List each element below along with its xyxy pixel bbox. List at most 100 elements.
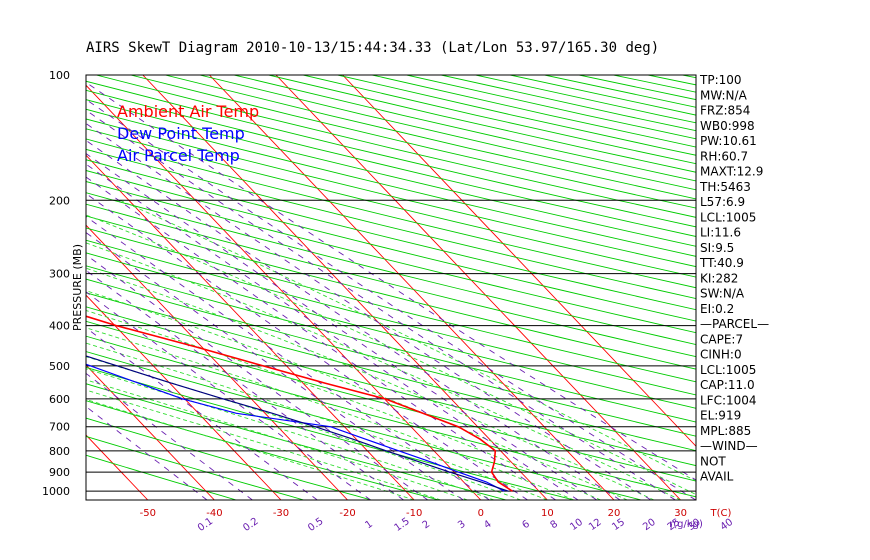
- dry-adiabat-line: [86, 148, 696, 300]
- dry-adiabat-line: [86, 192, 696, 346]
- dry-adiabat-line: [475, 75, 696, 124]
- index-label: L57:6.9: [700, 195, 745, 209]
- dry-adiabat-line: [86, 227, 696, 383]
- index-label: AVAIL: [700, 470, 734, 484]
- pressure-tick-label: 700: [49, 421, 70, 434]
- moist-adiabat-line: [86, 379, 468, 500]
- dry-adiabat-line: [86, 278, 696, 437]
- axes: 1002003004005006007008009001000PRESSURE …: [42, 69, 735, 534]
- dry-adiabat-line: [303, 75, 696, 165]
- y-axis-label: PRESSURE (MB): [71, 244, 84, 331]
- index-label: TH:5463: [699, 180, 751, 194]
- bottom-temp-tick-label: 20: [608, 508, 621, 519]
- dry-adiabat-line: [510, 75, 696, 116]
- mixing-ratio-label: 1: [363, 519, 375, 532]
- mixing-ratio-label: 4: [482, 519, 494, 532]
- moist-adiabat-line: [86, 309, 601, 500]
- series-ambient-air-temp: [86, 315, 513, 492]
- moist-adiabat-line: [119, 199, 696, 482]
- index-label: TT:40.9: [699, 256, 744, 270]
- dry-adiabat-line: [86, 239, 696, 396]
- mixing-ratio-unit-label: r(g/kg): [669, 519, 703, 530]
- bottom-temp-tick-label: 0: [478, 508, 484, 519]
- dry-adiabat-line: [86, 351, 642, 500]
- moist-adiabat-line: [86, 342, 548, 500]
- mixing-ratio-label: 20: [641, 517, 658, 533]
- dry-adiabat-line: [86, 335, 696, 498]
- dry-adiabat-line: [648, 75, 696, 86]
- bottom-temp-tick-label: 10: [541, 508, 554, 519]
- isotherm-line: [0, 75, 15, 500]
- dry-adiabat-line: [86, 118, 696, 268]
- legend-entry: Air Parcel Temp: [117, 146, 240, 165]
- index-label: LCL:1005: [700, 363, 756, 377]
- bottom-temp-tick-label: -10: [406, 508, 422, 519]
- pressure-tick-label: 200: [49, 194, 70, 207]
- legend: Ambient Air Temp Dew Point Temp Air Parcel…: [117, 102, 259, 165]
- plot-area: [0, 75, 696, 500]
- mixing-ratio-line: [86, 176, 556, 500]
- mixing-ratio-label: 6: [520, 519, 532, 532]
- index-label: FRZ:854: [700, 104, 750, 118]
- index-label: CAPE:7: [700, 332, 743, 346]
- dry-adiabat-line: [86, 454, 237, 500]
- isotherm-line: [0, 75, 81, 500]
- dry-adiabat-line: [86, 366, 575, 500]
- series-air-parcel-temp: [86, 355, 509, 492]
- dry-adiabat-line: [199, 75, 696, 191]
- pressure-tick-label: 100: [49, 69, 70, 82]
- isotherm-line: [86, 224, 348, 500]
- dry-adiabat-line: [86, 181, 696, 334]
- mixing-ratio-line: [86, 163, 579, 500]
- index-label: WB0:998: [700, 119, 755, 133]
- mixing-ratio-line: [86, 327, 318, 500]
- mixing-ratio-label: 10: [568, 517, 585, 533]
- dry-adiabat-line: [86, 265, 696, 423]
- mixing-ratio-label: 2: [421, 519, 433, 532]
- pressure-tick-label: 300: [49, 268, 70, 281]
- bottom-temp-tick-label: -30: [273, 508, 289, 519]
- moist-adiabat-line: [86, 356, 521, 500]
- dry-adiabat-line: [86, 159, 696, 311]
- mixing-ratio-line: [86, 254, 429, 500]
- moist-adiabat-line: [86, 399, 415, 500]
- mixing-ratio-line: [86, 405, 208, 500]
- mixing-ratio-label: 3: [456, 519, 468, 532]
- mixing-ratio-label: 8: [549, 519, 561, 532]
- legend-entry: Ambient Air Temp: [117, 102, 259, 121]
- mixing-ratio-label: 0.2: [241, 516, 260, 534]
- dry-adiabat-line: [337, 75, 696, 156]
- index-label: CAP:11.0: [700, 378, 755, 392]
- index-label: MAXT:12.9: [700, 165, 763, 179]
- moist-adiabat-line: [86, 290, 628, 500]
- bottom-temp-tick-label: -40: [206, 508, 222, 519]
- index-label: LI:11.6: [700, 226, 741, 240]
- mixing-ratio-line: [86, 269, 404, 500]
- index-label: KI:282: [700, 271, 738, 285]
- mixing-ratio-label: 0.5: [306, 516, 325, 534]
- pressure-tick-label: 600: [49, 393, 70, 406]
- moist-adiabat-line: [86, 389, 441, 500]
- mixing-ratio-label: 40: [718, 517, 735, 533]
- index-label: MW:N/A: [700, 88, 748, 102]
- dry-adiabat-line: [86, 108, 696, 257]
- index-label: SI:9.5: [700, 241, 734, 255]
- index-label: EL:919: [700, 409, 741, 423]
- mixing-ratio-label: 12: [587, 517, 604, 533]
- mixing-ratio-line: [86, 291, 371, 500]
- mixing-ratio-label: 15: [610, 517, 627, 533]
- mixing-ratio-line: [86, 193, 528, 500]
- chart-title: AIRS SkewT Diagram 2010-10-13/15:44:34.3…: [86, 40, 659, 56]
- index-label: RH:60.7: [700, 149, 748, 163]
- mixing-ratio-line: [86, 122, 652, 500]
- pressure-tick-label: 1000: [42, 485, 70, 498]
- index-label: LFC:1004: [700, 393, 757, 407]
- mixing-ratio-line: [86, 231, 464, 500]
- mixing-ratio-line: [86, 153, 598, 500]
- index-label: MPL:885: [700, 424, 751, 438]
- index-label: SW:N/A: [700, 287, 745, 301]
- dry-adiabat-line: [86, 170, 696, 322]
- dry-adiabat-line: [86, 292, 696, 452]
- pressure-tick-label: 900: [49, 466, 70, 479]
